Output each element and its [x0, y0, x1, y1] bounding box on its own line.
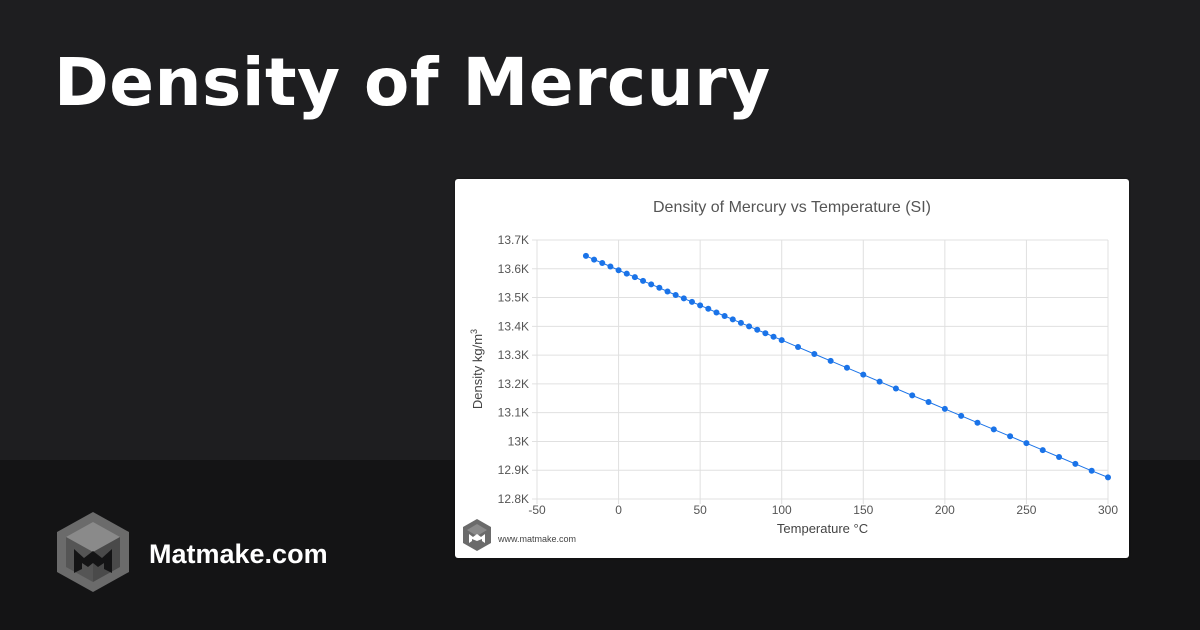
y-tick-label: 12.8K	[498, 492, 529, 506]
data-point	[925, 399, 932, 406]
data-point	[1105, 474, 1111, 481]
y-tick-label: 13.4K	[498, 319, 529, 333]
y-tick-label: 13.5K	[498, 291, 529, 305]
data-point	[672, 291, 679, 298]
y-tick-label: 13.2K	[498, 377, 529, 391]
chart-title: Density of Mercury vs Temperature (SI)	[653, 199, 931, 216]
y-tick-label: 13.6K	[498, 262, 529, 276]
data-point	[656, 284, 663, 291]
data-point	[607, 263, 614, 270]
chart-ticks: 12.8K 12.9K 13K 13.1K 13.2K 13.3K 13.4K 13.5K 13…	[498, 233, 1119, 517]
data-point	[1007, 433, 1014, 440]
page-title: Density of Mercury	[54, 44, 771, 121]
chart-card: Density of Mercury vs Temperature (SI) 1…	[455, 179, 1129, 558]
data-point	[640, 277, 647, 284]
data-point	[778, 337, 785, 344]
data-point	[746, 323, 753, 330]
x-tick-label: -50	[528, 503, 546, 517]
data-point	[688, 298, 695, 305]
brand-name: Matmake.com	[149, 539, 328, 569]
x-tick-label: 150	[853, 503, 873, 517]
data-point	[648, 281, 655, 288]
x-tick-label: 50	[693, 503, 707, 517]
x-tick-label: 100	[772, 503, 792, 517]
data-point	[909, 392, 916, 399]
y-axis-label-sup: 3	[469, 329, 479, 334]
data-point	[974, 419, 981, 426]
data-point	[892, 385, 899, 392]
data-point	[680, 295, 687, 302]
x-tick-label: 0	[615, 503, 622, 517]
data-point	[770, 333, 777, 340]
data-point	[1088, 467, 1095, 474]
y-tick-label: 13K	[508, 434, 529, 448]
data-point	[615, 267, 622, 274]
data-point	[1023, 440, 1030, 447]
chart-series	[582, 252, 1111, 481]
y-axis-label-main: Density kg/m	[470, 334, 485, 409]
data-point	[599, 260, 606, 267]
data-point	[827, 357, 834, 364]
data-point	[795, 344, 802, 351]
data-point	[705, 305, 712, 312]
x-axis-label: Temperature °C	[777, 521, 868, 536]
data-point	[664, 288, 671, 295]
data-point	[1072, 460, 1079, 467]
data-point	[1039, 447, 1046, 454]
data-point	[990, 426, 997, 433]
chart-svg: Density of Mercury vs Temperature (SI) 1…	[463, 199, 1119, 551]
data-point	[697, 302, 704, 309]
data-point	[941, 405, 948, 412]
x-tick-label: 250	[1016, 503, 1036, 517]
data-point	[1056, 453, 1063, 460]
y-tick-label: 13.7K	[498, 233, 529, 247]
brand[interactable]: Matmake.com	[56, 511, 456, 593]
y-axis-label: Density kg/m3	[469, 329, 485, 409]
data-point	[843, 364, 850, 371]
data-point	[811, 350, 818, 357]
watermark-logo-icon	[463, 519, 491, 551]
data-point	[721, 312, 728, 319]
matmake-logo-icon	[57, 512, 129, 592]
data-point	[713, 309, 720, 316]
data-point	[737, 319, 744, 326]
watermark-text: www.matmake.com	[497, 534, 576, 544]
data-point	[631, 274, 638, 281]
data-point	[958, 412, 965, 419]
data-point	[582, 252, 589, 259]
y-tick-label: 12.9K	[498, 463, 529, 477]
data-point	[754, 326, 761, 333]
data-point	[860, 371, 867, 378]
watermark[interactable]: www.matmake.com	[463, 519, 576, 551]
y-tick-label: 13.3K	[498, 348, 529, 362]
chart-grid	[532, 239, 1109, 504]
data-point	[729, 316, 736, 323]
data-point	[762, 330, 769, 337]
y-tick-label: 13.1K	[498, 406, 529, 420]
data-point	[876, 378, 883, 385]
data-point	[623, 270, 630, 277]
data-point	[591, 256, 598, 263]
x-tick-label: 200	[935, 503, 955, 517]
x-tick-label: 300	[1098, 503, 1118, 517]
